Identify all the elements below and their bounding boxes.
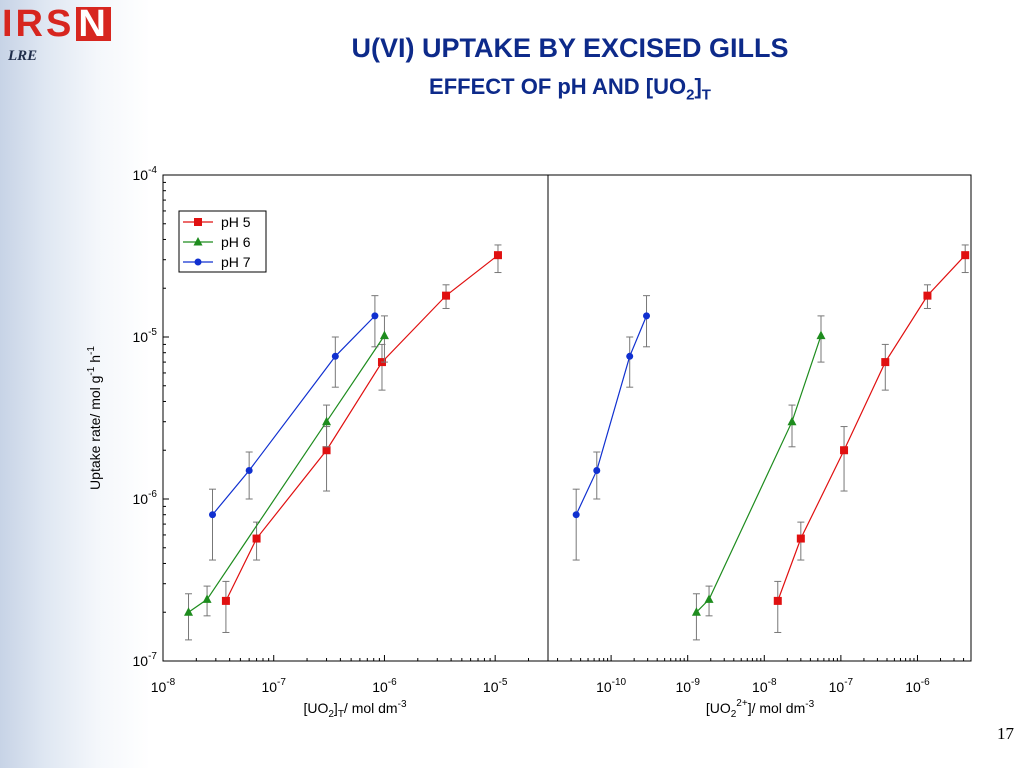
square-marker: [923, 291, 932, 300]
circle-marker: [572, 511, 580, 519]
subtitle-subscript-t: T: [701, 86, 711, 104]
square-marker: [796, 534, 805, 543]
subtitle-close: ]: [694, 74, 702, 99]
circle-marker: [643, 312, 651, 320]
logo-text: IRS: [2, 3, 75, 45]
series-line: [695, 335, 822, 613]
circle-marker: [371, 312, 379, 320]
square-marker: [221, 596, 230, 605]
square-marker: [493, 251, 502, 260]
lre-label: LRE: [8, 48, 38, 64]
series-line: [575, 315, 648, 515]
subtitle-text: EFFECT OF pH AND [UO: [429, 74, 687, 99]
legend-label: pH 6: [221, 234, 251, 250]
series-line: [777, 254, 966, 602]
x-tick-label: 10-6: [905, 677, 930, 695]
square-marker: [773, 596, 782, 605]
y-tick-label: 10-6: [133, 489, 158, 507]
triangle-marker: [184, 607, 194, 616]
x-tick-label: 10-8: [752, 677, 777, 695]
triangle-marker: [816, 330, 826, 340]
y-tick-label: 10-4: [133, 165, 158, 183]
page-title: U(VI) UPTAKE BY EXCISED GILLS: [351, 33, 789, 63]
x-axis-label: [UO2]T/ mol dm-3: [303, 699, 406, 720]
circle-marker: [245, 466, 253, 474]
triangle-marker: [202, 594, 212, 603]
x-tick-label: 10-6: [372, 677, 397, 695]
circle-marker: [626, 352, 634, 360]
square-marker: [194, 218, 202, 226]
triangle-marker: [691, 607, 701, 616]
x-tick-label: 10-7: [829, 677, 854, 695]
circle-marker: [194, 258, 202, 266]
square-marker: [442, 291, 451, 300]
square-marker: [881, 358, 890, 367]
x-tick-label: 10-8: [151, 677, 176, 695]
page-number: 17: [997, 724, 1014, 743]
series-line: [225, 254, 499, 602]
irsn-logo: IRS N: [2, 4, 111, 44]
circle-marker: [593, 466, 601, 474]
y-tick-label: 10-5: [133, 327, 158, 345]
circle-marker: [331, 352, 339, 360]
side-gradient: [0, 0, 150, 768]
plot-frame: [162, 174, 972, 662]
x-tick-label: 10-5: [483, 677, 508, 695]
x-tick-label: 10-10: [596, 677, 626, 695]
y-tick-label: 10-7: [133, 651, 158, 669]
x-tick-label: 10-7: [261, 677, 286, 695]
triangle-marker: [787, 416, 797, 426]
x-tick-label: 10-9: [675, 677, 700, 695]
y-axis-label: Uptake rate/ mol g-1 h-1: [86, 346, 103, 490]
series-line: [188, 335, 385, 613]
legend-label: pH 7: [221, 254, 251, 270]
triangle-marker: [704, 594, 714, 603]
subtitle-subscript: 2: [686, 86, 695, 104]
square-marker: [961, 251, 970, 260]
triangle-marker: [322, 416, 332, 426]
square-marker: [322, 446, 331, 455]
x-axis-label: [UO22+]/ mol dm-3: [706, 698, 815, 720]
triangle-marker: [193, 237, 203, 246]
square-marker: [840, 446, 849, 455]
page-subtitle: EFFECT OF pH AND [UO2]T: [250, 74, 890, 103]
circle-marker: [209, 511, 217, 519]
square-marker: [252, 534, 261, 543]
logo-letter: N: [76, 3, 111, 45]
series-line: [212, 315, 376, 516]
triangle-marker: [379, 330, 389, 340]
legend-label: pH 5: [221, 214, 251, 230]
